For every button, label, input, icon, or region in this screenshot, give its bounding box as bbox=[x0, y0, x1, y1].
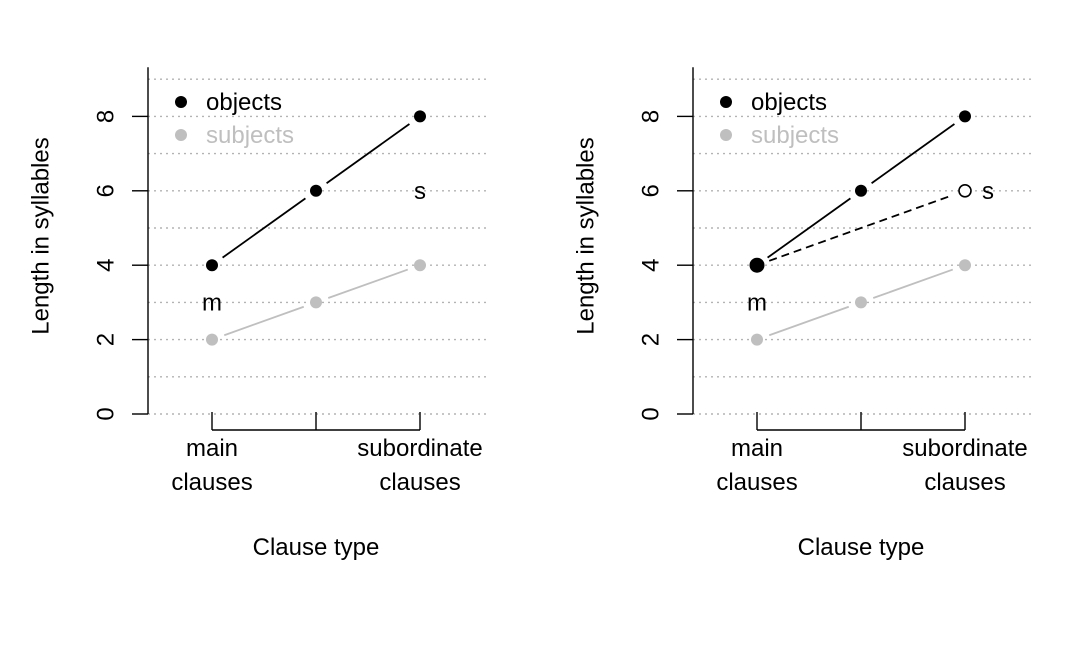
y-tick-label: 2 bbox=[637, 333, 664, 346]
legend-label-objects: objects bbox=[751, 89, 827, 116]
data-point-subjects bbox=[855, 296, 867, 309]
legend-marker-objects bbox=[175, 96, 187, 108]
data-point-objects bbox=[749, 257, 765, 273]
legend-marker-subjects bbox=[175, 129, 187, 141]
y-tick-label: 2 bbox=[92, 333, 119, 346]
x-tick-label: clauses bbox=[171, 469, 252, 496]
series-line-2 bbox=[223, 305, 305, 337]
x-axis-title: Clause type bbox=[798, 534, 925, 561]
x-tick-label: main bbox=[731, 435, 783, 462]
series-line-1 bbox=[767, 197, 851, 259]
data-point-subjects bbox=[959, 259, 971, 272]
y-tick-label: 4 bbox=[92, 259, 119, 272]
x-tick-label: main bbox=[186, 435, 238, 462]
annotation-m: m bbox=[747, 289, 767, 316]
x-tick-label: clauses bbox=[924, 469, 1005, 496]
open-data-point bbox=[958, 184, 972, 198]
data-point-subjects bbox=[310, 296, 322, 309]
legend-label-subjects: subjects bbox=[206, 122, 294, 149]
legend-label-subjects: subjects bbox=[751, 122, 839, 149]
y-tick-label: 0 bbox=[92, 407, 119, 420]
data-point-subjects bbox=[751, 333, 763, 346]
data-point-subjects bbox=[414, 259, 426, 272]
x-tick-label: clauses bbox=[379, 469, 460, 496]
series-line-1 bbox=[326, 123, 410, 184]
x-tick-label: subordinate bbox=[902, 435, 1027, 462]
chart-panel-1: 0 2 4 6 8 main clauses subordinate clauses Clause… bbox=[27, 67, 488, 561]
y-axis-title: Length in syllables bbox=[27, 137, 54, 334]
x-tick-label: subordinate bbox=[357, 435, 482, 462]
series-line-1 bbox=[222, 197, 306, 259]
annotation-m: m bbox=[202, 289, 222, 316]
data-point-objects bbox=[855, 184, 867, 197]
y-tick-label: 0 bbox=[637, 407, 664, 420]
data-point-subjects bbox=[206, 333, 218, 346]
x-axis-title: Clause type bbox=[253, 534, 380, 561]
y-tick-label: 8 bbox=[637, 110, 664, 123]
legend-marker-objects bbox=[720, 96, 732, 108]
data-point-objects bbox=[310, 184, 322, 197]
x-tick-label: clauses bbox=[716, 469, 797, 496]
legend-marker-subjects bbox=[720, 129, 732, 141]
y-axis-title: Length in syllables bbox=[572, 137, 599, 334]
series-line-2 bbox=[768, 305, 850, 337]
y-tick-label: 6 bbox=[637, 184, 664, 197]
chart-panel-2: 0 2 4 6 8 main clauses subordinate clauses Clause… bbox=[572, 67, 1033, 561]
annotation-s: s bbox=[414, 178, 426, 205]
dashed-extra-line bbox=[768, 194, 954, 262]
annotation-s: s bbox=[982, 178, 994, 205]
series-line-2 bbox=[327, 268, 409, 299]
data-point-objects bbox=[206, 259, 218, 272]
y-tick-label: 4 bbox=[637, 259, 664, 272]
series-line-1 bbox=[871, 123, 955, 184]
data-point-objects bbox=[414, 110, 426, 123]
legend-label-objects: objects bbox=[206, 89, 282, 116]
y-tick-label: 8 bbox=[92, 110, 119, 123]
series-line-2 bbox=[872, 268, 954, 299]
y-tick-label: 6 bbox=[92, 184, 119, 197]
data-point-objects bbox=[959, 110, 971, 123]
